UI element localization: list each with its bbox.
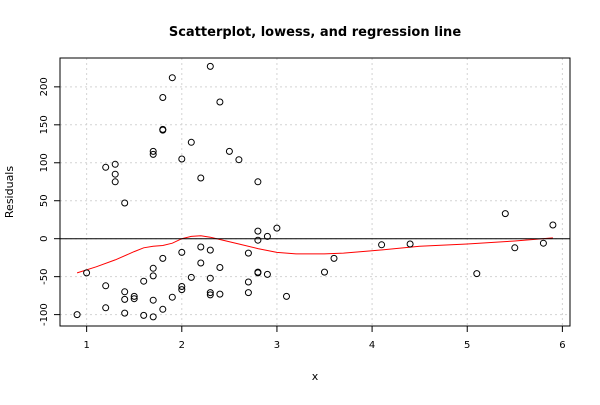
data-point: [102, 304, 110, 312]
y-tick-label: 100: [39, 153, 50, 172]
x-tick-label: 4: [369, 340, 375, 351]
y-axis-label: Residuals: [3, 166, 16, 218]
data-point: [254, 269, 262, 277]
points: [73, 62, 557, 321]
data-point: [140, 311, 148, 319]
lowess-line: [76, 235, 553, 274]
data-point: [178, 248, 186, 256]
data-point: [149, 272, 157, 280]
data-point: [273, 224, 281, 232]
data-point: [197, 243, 205, 251]
data-point: [111, 170, 119, 178]
data-point: [206, 289, 214, 297]
data-point: [473, 270, 481, 278]
data-point: [121, 288, 129, 296]
x-tick-label: 1: [83, 340, 89, 351]
data-point: [244, 289, 252, 297]
plot-frame: [59, 57, 571, 327]
data-point: [73, 311, 81, 319]
data-point: [549, 221, 557, 229]
data-point: [263, 270, 271, 278]
y-tick-label: -50: [39, 268, 50, 284]
data-point: [206, 246, 214, 254]
data-point: [149, 296, 157, 304]
data-point: [121, 295, 129, 303]
data-point: [197, 259, 205, 267]
data-point: [254, 236, 262, 244]
data-point: [159, 126, 167, 134]
data-point: [378, 241, 386, 249]
data-point: [244, 249, 252, 257]
axes: 1 2 3 4 5 6 -100 -50 0 50 100 150 200: [39, 77, 566, 351]
data-point: [121, 199, 129, 207]
data-point: [206, 291, 214, 299]
y-tick-label: 200: [39, 77, 50, 96]
x-tick-label: 2: [179, 340, 185, 351]
data-point: [216, 290, 224, 298]
x-axis-label: x: [312, 370, 319, 383]
data-point: [121, 309, 129, 317]
y-tick-label: 150: [39, 115, 50, 134]
data-point: [178, 283, 186, 290]
x-tick-label: 6: [559, 340, 565, 351]
data-point: [159, 254, 167, 262]
data-point: [244, 278, 252, 286]
data-point: [501, 210, 509, 218]
data-point: [149, 264, 157, 272]
y-tick-label: -100: [39, 303, 50, 326]
grid: [60, 58, 570, 326]
lines: [60, 235, 570, 274]
data-point: [225, 147, 233, 155]
x-tick-label: 3: [274, 340, 280, 351]
chart-title: Scatterplot, lowess, and regression line: [169, 25, 461, 40]
data-point: [206, 62, 214, 70]
data-point: [187, 273, 195, 281]
data-point: [235, 156, 243, 164]
data-point: [283, 292, 290, 300]
data-point: [159, 94, 167, 101]
data-point: [149, 313, 157, 321]
data-point: [111, 160, 119, 168]
data-point: [254, 227, 262, 235]
data-point: [254, 178, 262, 186]
data-point: [168, 293, 176, 301]
data-point: [83, 269, 91, 277]
data-point: [263, 232, 271, 240]
data-point: [168, 74, 176, 82]
data-point: [149, 150, 157, 158]
data-point: [140, 277, 148, 285]
data-point: [102, 282, 110, 290]
data-point: [130, 295, 138, 303]
x-tick-label: 5: [464, 340, 470, 351]
data-point: [102, 163, 110, 171]
data-point: [111, 178, 119, 186]
data-point: [178, 155, 186, 163]
data-point: [216, 264, 224, 271]
data-point: [149, 147, 157, 155]
data-point: [197, 174, 205, 182]
data-point: [216, 98, 224, 106]
data-point: [130, 292, 138, 300]
data-point: [406, 240, 414, 248]
data-point: [178, 286, 186, 294]
data-point: [511, 244, 519, 252]
data-point: [206, 274, 214, 282]
y-tick-label: 0: [39, 236, 50, 242]
data-point: [330, 254, 338, 262]
data-point: [539, 239, 547, 247]
data-point: [321, 268, 328, 276]
y-tick-label: 50: [39, 194, 50, 207]
data-point: [159, 305, 167, 313]
data-point: [187, 138, 195, 146]
